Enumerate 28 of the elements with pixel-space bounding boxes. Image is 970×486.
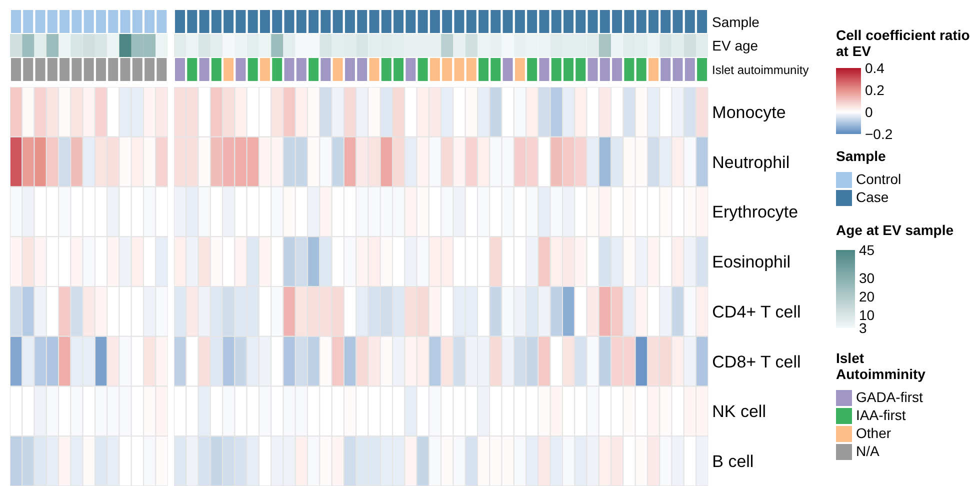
y-tick-label: Neutrophil <box>712 152 790 172</box>
y2-axis-title: Islet autoimmunity <box>712 62 809 78</box>
color-bar-label: 20 <box>859 288 875 304</box>
legend-label: Case <box>856 189 889 206</box>
y-tick-label: NK cell <box>712 402 766 422</box>
y-tick-label: B cell <box>712 452 754 472</box>
legend-title: Islet Autoimminity <box>836 350 926 382</box>
legend-label: Control <box>856 171 902 188</box>
color-bar-label: −0.2 <box>865 126 893 142</box>
y-tick-label: Eosinophil <box>712 252 790 272</box>
legend-label: N/A <box>856 443 880 460</box>
y-tick-label: CD4+ T cell <box>712 302 801 322</box>
color-bar-label: 0.2 <box>865 82 885 98</box>
y-tick-label: EV age <box>712 37 758 54</box>
legend-title: Sample <box>836 148 887 164</box>
color-bar-title: Cell coefficient ratio at EV <box>836 27 970 59</box>
color-bar-title: Age at EV sample <box>836 222 954 238</box>
y2-axis-title: Sample <box>712 12 760 30</box>
color-bar-label: 45 <box>859 242 875 258</box>
y-tick-label: Monocyte <box>712 102 786 122</box>
color-bar-label: 30 <box>859 270 875 286</box>
legend-label: Other <box>856 425 892 442</box>
y-tick-label: Erythrocyte <box>712 202 798 222</box>
y-tick-label: CD8+ T cell <box>712 352 801 372</box>
color-bar-label: 0 <box>865 104 873 120</box>
color-bar-label: 0.4 <box>865 60 885 76</box>
legend-label: GADA-first <box>856 389 923 406</box>
legend-label: IAA-first <box>856 407 906 424</box>
